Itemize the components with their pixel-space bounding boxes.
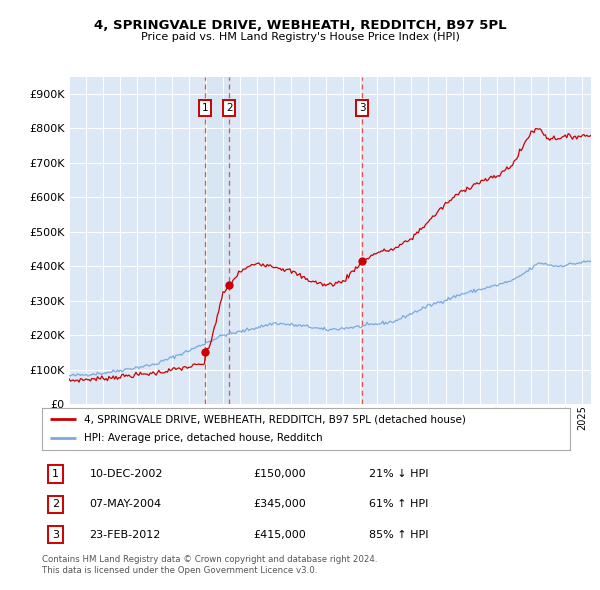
Text: 1: 1	[202, 103, 208, 113]
Text: £415,000: £415,000	[253, 530, 306, 539]
Text: Price paid vs. HM Land Registry's House Price Index (HPI): Price paid vs. HM Land Registry's House …	[140, 32, 460, 42]
Text: 3: 3	[359, 103, 365, 113]
Text: 21% ↓ HPI: 21% ↓ HPI	[370, 470, 429, 479]
Text: £150,000: £150,000	[253, 470, 306, 479]
Text: 85% ↑ HPI: 85% ↑ HPI	[370, 530, 429, 539]
Text: 10-DEC-2002: 10-DEC-2002	[89, 470, 163, 479]
Text: 2: 2	[52, 500, 59, 509]
Text: HPI: Average price, detached house, Redditch: HPI: Average price, detached house, Redd…	[84, 434, 323, 444]
Text: £345,000: £345,000	[253, 500, 306, 509]
Text: 1: 1	[52, 470, 59, 479]
Text: 2: 2	[226, 103, 233, 113]
Text: This data is licensed under the Open Government Licence v3.0.: This data is licensed under the Open Gov…	[42, 566, 317, 575]
Text: 23-FEB-2012: 23-FEB-2012	[89, 530, 161, 539]
Text: 61% ↑ HPI: 61% ↑ HPI	[370, 500, 429, 509]
Text: Contains HM Land Registry data © Crown copyright and database right 2024.: Contains HM Land Registry data © Crown c…	[42, 555, 377, 563]
Text: 4, SPRINGVALE DRIVE, WEBHEATH, REDDITCH, B97 5PL: 4, SPRINGVALE DRIVE, WEBHEATH, REDDITCH,…	[94, 19, 506, 32]
Text: 07-MAY-2004: 07-MAY-2004	[89, 500, 161, 509]
Text: 4, SPRINGVALE DRIVE, WEBHEATH, REDDITCH, B97 5PL (detached house): 4, SPRINGVALE DRIVE, WEBHEATH, REDDITCH,…	[84, 414, 466, 424]
Text: 3: 3	[52, 530, 59, 539]
Bar	[205, 77, 229, 404]
